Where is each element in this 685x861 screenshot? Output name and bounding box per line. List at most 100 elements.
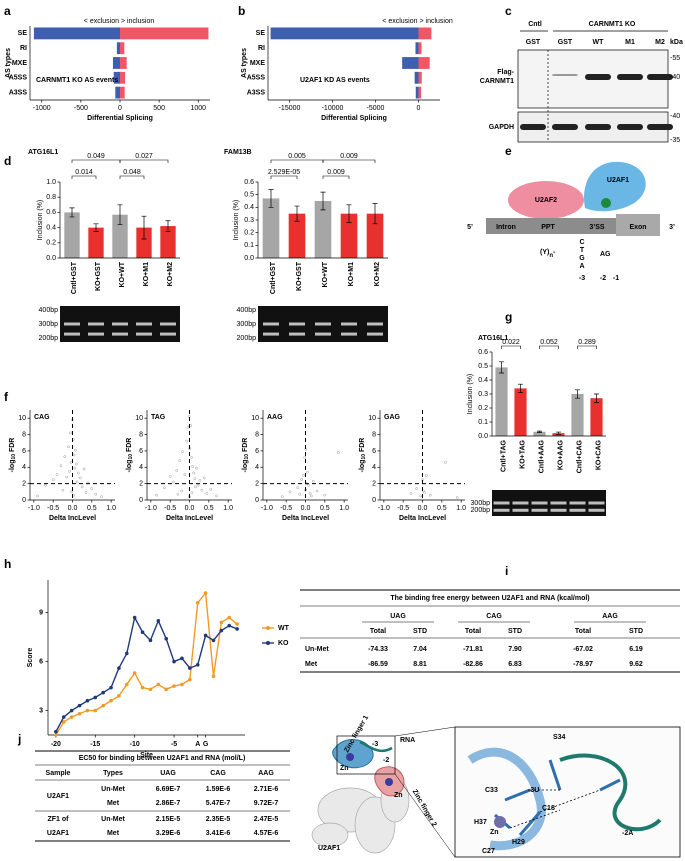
y-tick-label: 3 bbox=[39, 707, 43, 714]
point bbox=[302, 474, 305, 477]
point bbox=[44, 483, 47, 487]
gel-band bbox=[112, 322, 128, 326]
y-tick-label: 8 bbox=[372, 431, 376, 438]
column-header: STD bbox=[629, 628, 643, 635]
region-label: PPT bbox=[541, 224, 555, 231]
x-tick-label: -20 bbox=[51, 741, 61, 748]
exon-bar bbox=[616, 214, 660, 236]
point bbox=[303, 456, 307, 459]
column-header: AAG bbox=[258, 770, 274, 777]
x-axis-label: Delta IncLevel bbox=[282, 515, 329, 522]
point bbox=[315, 489, 319, 493]
x-tick-label: -500 bbox=[74, 105, 88, 112]
y-tick-label: 0.5 bbox=[244, 192, 254, 199]
point bbox=[132, 615, 137, 620]
size-marker: 300bp bbox=[39, 321, 59, 328]
table-cell: 9.72E-7 bbox=[254, 800, 279, 807]
point bbox=[205, 492, 209, 495]
table-cell: 7.90 bbox=[508, 646, 522, 653]
protein-shape bbox=[584, 161, 646, 212]
y-axis-label: Inclusion (%) bbox=[37, 200, 44, 240]
point bbox=[85, 708, 90, 713]
point bbox=[235, 627, 239, 631]
point bbox=[54, 733, 58, 737]
error-bar bbox=[117, 204, 123, 225]
point bbox=[156, 682, 161, 687]
x-tick-label: -1.0 bbox=[145, 505, 157, 512]
x-tick-label: -0.5 bbox=[280, 505, 292, 512]
table-cell: Un-Met bbox=[101, 816, 125, 823]
zinc-finger-1 bbox=[332, 739, 374, 769]
table-cell: 1.59E-6 bbox=[206, 786, 231, 793]
point bbox=[109, 698, 113, 703]
x-tick-label: -5000 bbox=[367, 105, 385, 112]
blot-band bbox=[552, 74, 578, 76]
point bbox=[185, 439, 189, 443]
x-tick-label: 0.5 bbox=[204, 505, 214, 512]
point bbox=[101, 690, 105, 695]
point bbox=[69, 715, 74, 719]
size-marker: 400bp bbox=[39, 307, 59, 314]
size-marker: 300bp bbox=[471, 500, 491, 507]
comparison-bracket bbox=[270, 175, 298, 179]
bar bbox=[88, 227, 104, 258]
table-cell: 2.47E-5 bbox=[254, 816, 279, 823]
gel-band bbox=[88, 332, 104, 336]
structure-label: C18 bbox=[542, 805, 555, 812]
point bbox=[164, 636, 168, 641]
category-label: RI bbox=[258, 45, 265, 52]
structure-label: Zn bbox=[394, 792, 403, 799]
x-axis-label: Differential Splicing bbox=[321, 115, 387, 122]
blot-band bbox=[617, 74, 643, 80]
y-tick-label: 0.2 bbox=[46, 240, 56, 247]
p-value: 0.009 bbox=[327, 169, 345, 176]
panel-label: f bbox=[4, 390, 9, 404]
bar bbox=[113, 71, 120, 84]
gel-band bbox=[588, 508, 605, 512]
point bbox=[67, 445, 70, 449]
end-label: 5’ bbox=[467, 224, 473, 231]
inset-rna bbox=[559, 753, 662, 832]
point bbox=[423, 491, 426, 494]
y-tick-label: 4 bbox=[255, 464, 259, 471]
y-tick-label: 8 bbox=[255, 431, 259, 438]
point bbox=[148, 687, 153, 692]
comparison-bracket bbox=[119, 159, 169, 163]
chart-title: CAG bbox=[34, 414, 50, 421]
bar bbox=[115, 86, 120, 99]
legend-label: < exclusion bbox=[84, 18, 119, 25]
y-tick-label: 0 bbox=[372, 497, 376, 504]
y-tick-label: 4 bbox=[139, 464, 143, 471]
table-title: EC50 for binding between U2AF1 and RNA (… bbox=[79, 755, 246, 762]
region-label: Intron bbox=[496, 224, 516, 231]
table-cell: 6.19 bbox=[629, 646, 643, 653]
point bbox=[183, 473, 187, 476]
gel-band bbox=[588, 501, 605, 505]
panel-label: d bbox=[4, 154, 11, 168]
size-marker: -35 bbox=[670, 137, 680, 144]
y-axis-label: -log10 FDR bbox=[9, 438, 17, 473]
x-tick-label: -10000 bbox=[322, 105, 344, 112]
point bbox=[70, 490, 74, 494]
point bbox=[140, 630, 145, 635]
lane-label: WT bbox=[593, 39, 605, 46]
point bbox=[155, 493, 159, 497]
table-cell: Met bbox=[107, 830, 120, 837]
point bbox=[195, 601, 200, 605]
protein-label: U2AF1 bbox=[607, 177, 629, 184]
point bbox=[195, 663, 200, 667]
table-cell: -78.97 bbox=[573, 661, 593, 668]
point bbox=[455, 496, 459, 499]
x-tick-label: -0.5 bbox=[47, 505, 59, 512]
size-marker: 200bp bbox=[237, 335, 257, 342]
point bbox=[215, 494, 218, 498]
protein-shape bbox=[508, 181, 584, 219]
point bbox=[180, 656, 184, 661]
motif: AG bbox=[600, 251, 611, 258]
point bbox=[192, 471, 196, 475]
legend-marker bbox=[266, 641, 270, 645]
chart-title: ATG16L1 bbox=[478, 335, 508, 342]
protein-label: GAPDH bbox=[489, 124, 514, 131]
point bbox=[84, 491, 88, 494]
error-bar bbox=[556, 431, 561, 435]
